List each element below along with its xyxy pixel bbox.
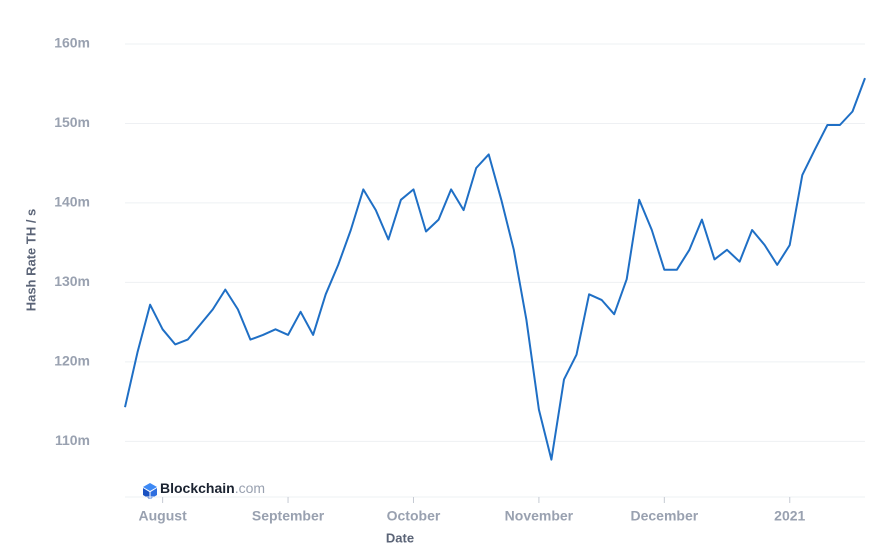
y-tick-label: 120m [54,353,90,369]
y-tick-label: 160m [54,35,90,51]
x-tick-label: 2021 [774,508,805,524]
logo-icon [143,483,157,491]
x-tick-label: September [252,508,325,524]
logo-icon [150,488,157,499]
svg-text:Blockchain.com: Blockchain.com [160,480,265,496]
logo-icon [143,488,150,499]
y-axis-label: Hash Rate TH / s [23,209,38,312]
brand-name: Blockchain [160,480,235,496]
y-tick-label: 140m [54,194,90,210]
x-tick-label: November [505,508,574,524]
x-axis-label: Date [386,530,414,545]
brand-suffix: .com [235,480,265,496]
y-tick-label: 130m [54,273,90,289]
y-tick-label: 150m [54,114,90,130]
x-tick-label: December [630,508,698,524]
x-tick-label: August [139,508,188,524]
data-line [124,77,866,461]
brand-logo: Blockchain.com [143,480,265,499]
y-tick-label: 110m [55,432,90,448]
x-tick-label: October [387,508,441,524]
